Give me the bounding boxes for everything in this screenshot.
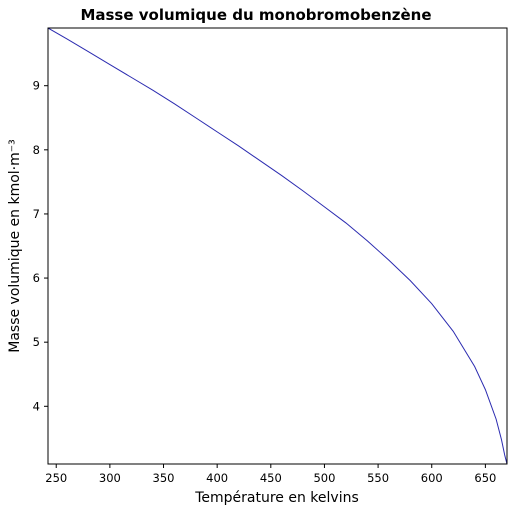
- x-tick-label: 350: [153, 471, 175, 485]
- y-axis-label: Masse volumique en kmol·m⁻³: [7, 139, 23, 353]
- chart-title: Masse volumique du monobromobenzène: [80, 6, 431, 24]
- x-tick-label: 250: [45, 471, 67, 485]
- x-tick-label: 300: [99, 471, 121, 485]
- y-tick-label: 8: [33, 143, 40, 157]
- y-tick-label: 7: [33, 207, 40, 221]
- x-axis-label: Température en kelvins: [194, 490, 359, 506]
- plot-frame: [47, 27, 508, 465]
- series-line: [48, 28, 507, 464]
- x-tick-label: 650: [474, 471, 496, 485]
- y-tick-label: 5: [33, 335, 40, 349]
- y-tick-label: 9: [33, 79, 40, 93]
- x-tick-label: 550: [367, 471, 389, 485]
- x-tick-label: 400: [206, 471, 228, 485]
- x-tick-label: 600: [421, 471, 443, 485]
- y-tick-label: 4: [33, 399, 40, 413]
- x-tick-label: 450: [260, 471, 282, 485]
- x-tick-label: 500: [313, 471, 335, 485]
- y-tick-label: 6: [33, 271, 40, 285]
